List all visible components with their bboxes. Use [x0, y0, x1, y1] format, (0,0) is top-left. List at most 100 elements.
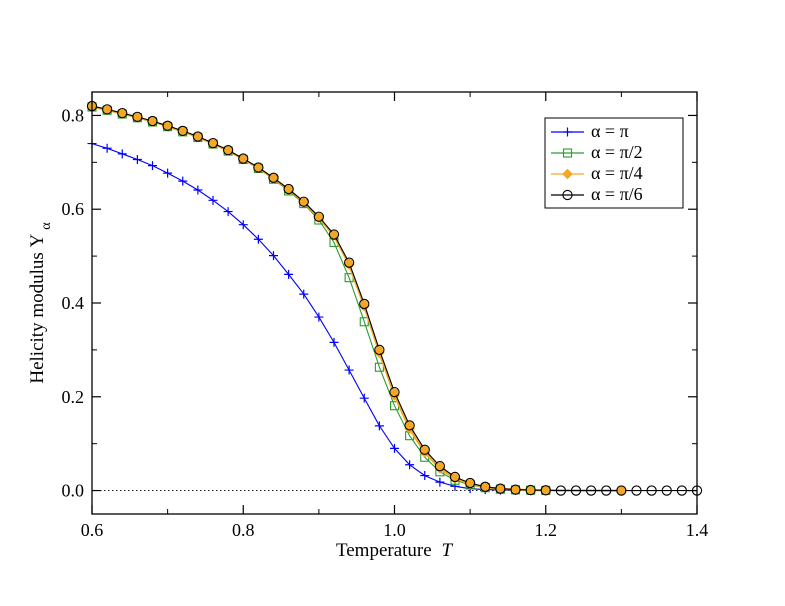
data-point-pi-6	[570, 485, 582, 496]
legend-sample-pi	[551, 127, 584, 137]
data-point-pi-6	[389, 386, 400, 398]
data-point-fill-pi-6	[194, 132, 202, 141]
data-point-pi-6	[585, 485, 597, 496]
data-point-pi	[435, 477, 445, 487]
data-point-pi	[420, 471, 430, 481]
data-point-pi-6	[147, 115, 158, 127]
data-point-pi-6	[555, 485, 567, 496]
data-point-pi-6	[646, 485, 657, 496]
data-point-pi	[223, 207, 233, 217]
data-point-pi	[163, 168, 173, 178]
data-point-pi-6	[449, 471, 461, 483]
data-point-fill-pi-6	[405, 421, 414, 430]
data-point-pi-6	[616, 485, 627, 496]
data-point-fill-pi-6	[390, 388, 399, 396]
data-point-pi-6	[207, 137, 219, 149]
data-point-fill-pi-6	[163, 121, 172, 130]
data-point-pi-6	[419, 444, 430, 455]
data-point-pi	[208, 195, 218, 205]
data-point-pi-6	[510, 484, 521, 495]
data-point-pi-6	[162, 120, 173, 131]
x-tick-label: 0.6	[81, 520, 104, 540]
y-axis-label: Helicity modulus Υ	[27, 233, 48, 383]
data-point-fill-pi-6	[345, 258, 353, 267]
data-point-fill-pi-6	[466, 479, 474, 487]
legend-marker	[563, 127, 572, 137]
legend-marker	[562, 148, 573, 158]
data-point-pi-6	[177, 125, 188, 137]
data-point-fill-pi-6	[511, 485, 520, 494]
data-point-pi-6	[132, 111, 143, 123]
data-point-pi-6	[253, 162, 264, 173]
y-axis-title: Helicity modulus Υ α	[27, 222, 54, 384]
series-layer	[86, 100, 703, 496]
data-point-pi-6	[101, 104, 113, 115]
data-point-pi-6	[117, 107, 128, 119]
data-point-pi-6	[222, 144, 234, 156]
data-point-fill-pi-6	[496, 484, 505, 493]
data-point-pi-6	[374, 344, 385, 356]
legend-sample-pi-4	[551, 168, 584, 180]
legend-entry-pi-4: α = π/4	[551, 163, 643, 183]
data-point-pi-6	[540, 485, 551, 496]
data-point-fill-pi-6	[360, 300, 369, 308]
y-tick-label: 0.8	[62, 105, 85, 125]
series-pi-6	[86, 100, 703, 496]
data-point-pi	[269, 251, 278, 261]
data-point-fill-pi-6	[284, 185, 293, 193]
series-pi	[87, 139, 520, 495]
ticks-layer: 0.6 0.8 1.0 1.2 1.4 0.0 0.2 0.4 0.6 0.8	[62, 92, 709, 540]
x-tick-label: 0.8	[232, 520, 255, 540]
data-point-fill-pi-6	[239, 154, 248, 163]
data-point-fill-pi-6	[420, 445, 429, 454]
data-point-pi	[117, 149, 127, 159]
data-point-fill-pi-6	[178, 127, 187, 135]
x-tick-label: 1.0	[383, 520, 406, 540]
legend-marker	[562, 168, 573, 180]
data-point-fill-pi-6	[451, 473, 459, 481]
data-point-fill-pi-6	[330, 230, 338, 239]
legend-sample-pi-6	[551, 189, 584, 201]
legend-entry-pi-6: α = π/6	[551, 184, 643, 204]
data-point-pi	[390, 443, 399, 453]
data-point-pi-6	[328, 229, 340, 240]
legend-label-pi-4: α = π/4	[591, 163, 643, 183]
legend: α = π α = π/2 α = π/4 α = π/6	[544, 117, 684, 209]
data-point-fill-pi-6	[299, 197, 308, 206]
data-point-fill-pi-6	[315, 212, 323, 221]
data-point-fill-pi-6	[481, 483, 490, 491]
data-point-pi	[193, 185, 203, 195]
data-point-pi-6	[313, 211, 325, 222]
x-axis-variable: T	[441, 540, 453, 561]
data-point-pi-6	[480, 481, 491, 492]
y-tick-label: 0.4	[62, 293, 85, 313]
data-point-fill-pi-6	[209, 139, 217, 147]
data-point-fill-pi-6	[541, 486, 550, 495]
data-point-pi	[359, 393, 369, 403]
data-point-fill-pi-6	[526, 486, 535, 494]
data-point-pi	[344, 365, 354, 375]
data-point-pi	[284, 269, 294, 279]
data-point-pi-6	[238, 153, 249, 164]
data-point-pi-6	[434, 461, 446, 472]
data-point-fill-pi-6	[118, 109, 127, 117]
data-point-pi-6	[359, 298, 370, 310]
legend-label-pi-2: α = π/2	[591, 142, 643, 162]
legend-label-pi: α = π	[591, 121, 629, 141]
data-point-fill-pi-6	[269, 174, 278, 182]
data-point-fill-pi-6	[133, 113, 142, 121]
data-point-pi	[253, 234, 263, 244]
data-point-fill-pi-6	[436, 462, 444, 470]
data-point-pi	[132, 155, 142, 165]
data-point-pi-6	[601, 485, 612, 496]
data-point-pi	[299, 289, 309, 299]
data-point-pi-6	[495, 483, 506, 494]
data-point-fill-pi-6	[224, 146, 232, 154]
data-point-pi	[314, 312, 324, 322]
x-tick-label: 1.4	[686, 520, 709, 540]
data-point-pi-6	[283, 183, 294, 195]
legend-sample-pi-2	[551, 148, 584, 158]
data-point-pi-6	[676, 485, 688, 496]
data-point-pi	[238, 220, 248, 230]
